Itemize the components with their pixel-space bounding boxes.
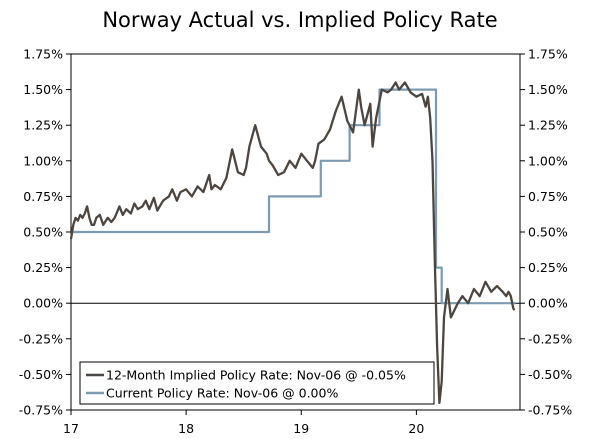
y-tick-label-right: 1.00% — [528, 153, 568, 168]
y-tick-label-left: 0.50% — [23, 225, 63, 240]
series-line-implied-rate — [69, 81, 516, 405]
y-tick-label-left: 1.75% — [23, 47, 63, 62]
y-tick-label-right: -0.75% — [528, 403, 572, 418]
y-tick-label-left: 0.75% — [23, 189, 63, 204]
y-tick-label-left: -0.75% — [19, 403, 63, 418]
y-tick-label-left: 1.50% — [23, 82, 63, 97]
left-axis: 1.75% 1.50% 1.25% 1.00% 0.75% 0.50% 0.25% 0.00%… — [19, 47, 71, 418]
y-tick-label-left: 1.00% — [23, 153, 63, 168]
series-layer — [69, 81, 516, 405]
y-tick-label-right: -0.25% — [528, 331, 572, 346]
x-axis: 17 18 19 20 — [63, 410, 424, 436]
y-tick-label-right: 1.25% — [528, 118, 568, 133]
legend-label: 12-Month Implied Policy Rate: Nov-06 @ -… — [106, 368, 406, 383]
y-tick-label-right: 1.75% — [528, 47, 568, 62]
legend: 12-Month Implied Policy Rate: Nov-06 @ -… — [79, 361, 435, 405]
legend-label: Current Policy Rate: Nov-06 @ 0.00% — [106, 386, 338, 401]
x-tick-label: 20 — [408, 421, 424, 436]
y-tick-label-left: 0.00% — [23, 296, 63, 311]
x-tick-label: 18 — [178, 421, 194, 436]
x-tick-label: 19 — [293, 421, 309, 436]
y-tick-label-left: -0.50% — [19, 367, 63, 382]
y-tick-label-right: 1.50% — [528, 82, 568, 97]
y-tick-label-left: -0.25% — [19, 331, 63, 346]
legend-box — [79, 361, 435, 405]
y-tick-label-left: 1.25% — [23, 118, 63, 133]
x-tick-label: 17 — [63, 421, 79, 436]
chart-title: Norway Actual vs. Implied Policy Rate — [102, 8, 497, 32]
y-tick-label-right: -0.50% — [528, 367, 572, 382]
y-tick-label-right: 0.00% — [528, 296, 568, 311]
y-tick-label-right: 0.50% — [528, 225, 568, 240]
y-tick-label-right: 0.25% — [528, 260, 568, 275]
y-tick-label-right: 0.75% — [528, 189, 568, 204]
y-tick-label-left: 0.25% — [23, 260, 63, 275]
right-axis: 1.75% 1.50% 1.25% 1.00% 0.75% 0.50% 0.25% 0.00%… — [520, 47, 572, 418]
series-line-policy-rate — [71, 88, 516, 305]
